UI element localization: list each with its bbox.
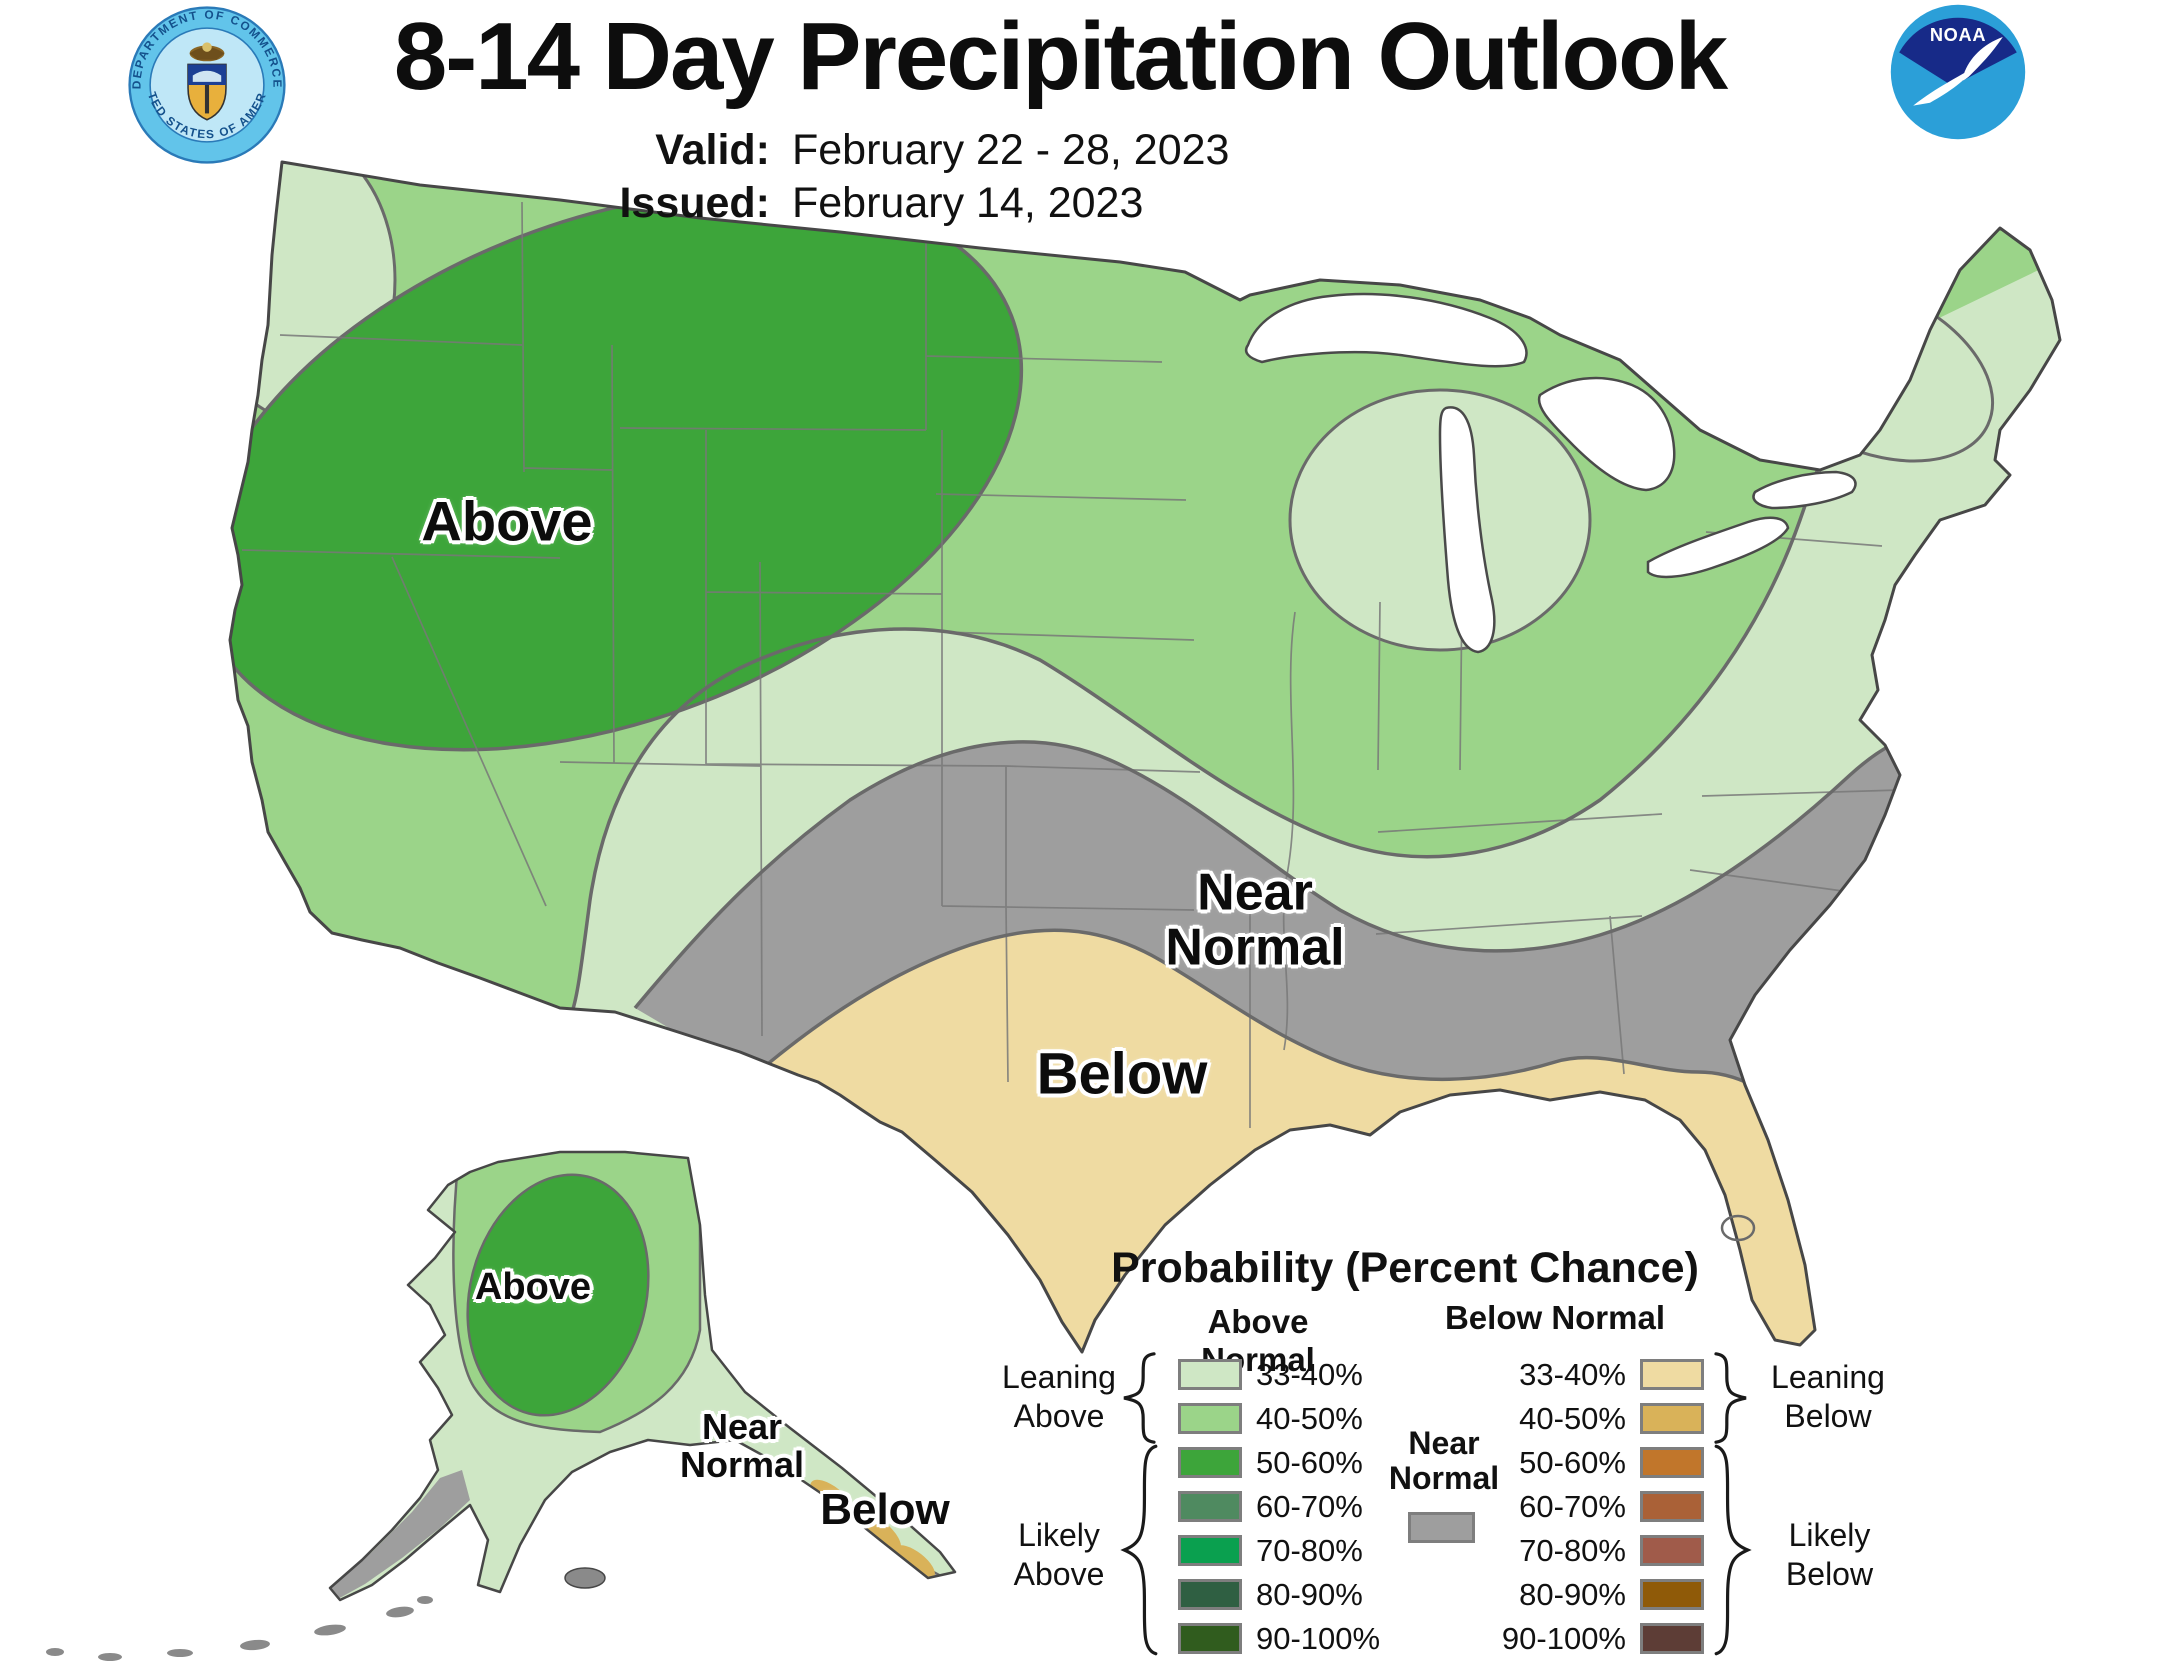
legend-swatch-near-normal bbox=[1408, 1512, 1475, 1543]
contour-40-50 bbox=[570, 318, 1936, 1013]
lake-michigan bbox=[1438, 406, 1496, 654]
brace-likely-below bbox=[1712, 1442, 1754, 1658]
valid-row: Valid: February 22 - 28, 2023 bbox=[560, 124, 1229, 177]
legend-swatch-below-90-100 bbox=[1640, 1623, 1704, 1654]
contour-below-top bbox=[756, 928, 1753, 1087]
valid-label: Valid: bbox=[655, 126, 770, 174]
conus-outline bbox=[228, 160, 2062, 1354]
noaa-logo: NOAA bbox=[1890, 4, 2026, 140]
legend-swatch-below-33-40 bbox=[1640, 1359, 1704, 1390]
validity-block: Valid: February 22 - 28, 2023 Issued: Fe… bbox=[560, 124, 1229, 230]
legend-range-below-50-60: 50-60% bbox=[1519, 1445, 1626, 1480]
conus-label-below: Below bbox=[1036, 1041, 1208, 1107]
ak-region-above-50-60 bbox=[466, 1173, 650, 1417]
conus-label-near-normal: Near Normal bbox=[1165, 863, 1345, 976]
legend-swatch-above-50-60 bbox=[1178, 1447, 1242, 1478]
legend-swatch-below-70-80 bbox=[1640, 1535, 1704, 1566]
region-near-normal bbox=[635, 735, 2000, 1085]
alaska-label-above: Above bbox=[474, 1266, 592, 1309]
noaa-logo-text: NOAA bbox=[1930, 25, 1986, 45]
legend-range-above-60-70: 60-70% bbox=[1256, 1489, 1363, 1524]
legend-below-heading: Below Normal bbox=[1444, 1299, 1666, 1336]
legend-near-normal-label: Near Normal bbox=[1388, 1425, 1500, 1497]
legend-swatch-below-60-70 bbox=[1640, 1491, 1704, 1522]
page-title: 8-14 Day Precipitation Outlook bbox=[393, 3, 1728, 110]
legend-group-leaning-below: Leaning Below bbox=[1771, 1359, 1885, 1435]
brace-likely-above bbox=[1118, 1442, 1160, 1658]
lake-huron bbox=[1537, 376, 1676, 492]
lake-ontario bbox=[1752, 470, 1857, 510]
legend-range-below-33-40: 33-40% bbox=[1519, 1357, 1626, 1392]
ak-region-near-normal-peninsula bbox=[330, 1470, 470, 1600]
legend-range-above-40-50: 40-50% bbox=[1256, 1401, 1363, 1436]
issued-label: Issued: bbox=[619, 179, 770, 227]
legend-range-above-80-90: 80-90% bbox=[1256, 1577, 1363, 1612]
legend-swatch-above-90-100 bbox=[1178, 1623, 1242, 1654]
legend-swatch-above-33-40 bbox=[1178, 1359, 1242, 1390]
legend-group-likely-below: Likely Below bbox=[1785, 1517, 1874, 1593]
valid-value: February 22 - 28, 2023 bbox=[792, 126, 1230, 174]
aleutian-islands bbox=[46, 1567, 606, 1661]
legend-range-below-60-70: 60-70% bbox=[1519, 1489, 1626, 1524]
legend-range-below-70-80: 70-80% bbox=[1519, 1533, 1626, 1568]
great-lakes bbox=[1244, 292, 1857, 654]
noaa-seagull-icon bbox=[1913, 37, 2003, 106]
lake-erie bbox=[1646, 516, 1790, 579]
legend-range-above-70-80: 70-80% bbox=[1256, 1533, 1363, 1568]
legend-range-above-33-40: 33-40% bbox=[1256, 1357, 1363, 1392]
issued-value: February 14, 2023 bbox=[792, 179, 1144, 227]
legend-swatch-below-40-50 bbox=[1640, 1403, 1704, 1434]
legend-range-above-90-100: 90-100% bbox=[1256, 1621, 1381, 1656]
alaska-label-near-normal: Near Normal bbox=[679, 1406, 805, 1485]
legend-range-above-50-60: 50-60% bbox=[1256, 1445, 1363, 1480]
legend-swatch-below-80-90 bbox=[1640, 1579, 1704, 1610]
legend-swatch-above-80-90 bbox=[1178, 1579, 1242, 1610]
alaska-label-below: Below bbox=[820, 1484, 950, 1534]
legend-group-leaning-above: Leaning Above bbox=[1002, 1359, 1116, 1435]
brace-leaning-above bbox=[1118, 1352, 1158, 1444]
legend-range-below-90-100: 90-100% bbox=[1501, 1621, 1626, 1656]
legend-swatch-below-50-60 bbox=[1640, 1447, 1704, 1478]
legend-title: Probability (Percent Chance) bbox=[1111, 1244, 1699, 1292]
department-of-commerce-seal: DEPARTMENT OF COMMERCE UNITED STATES OF … bbox=[128, 6, 286, 164]
legend-group-likely-above: Likely Above bbox=[1013, 1517, 1105, 1593]
brace-leaning-below bbox=[1712, 1352, 1752, 1444]
lake-okeechobee bbox=[1720, 1214, 1756, 1242]
seal-shield-icon bbox=[187, 63, 227, 121]
legend-range-below-40-50: 40-50% bbox=[1519, 1401, 1626, 1436]
legend-range-below-80-90: 80-90% bbox=[1519, 1577, 1626, 1612]
patch-pale-michigan bbox=[1288, 388, 1592, 652]
lake-superior bbox=[1244, 292, 1528, 368]
seal-eagle-icon bbox=[189, 42, 225, 62]
contour-near-normal-top bbox=[633, 733, 1926, 1010]
legend-swatch-above-60-70 bbox=[1178, 1491, 1242, 1522]
issued-row: Issued: February 14, 2023 bbox=[560, 177, 1229, 230]
conus-label-above: Above bbox=[421, 489, 593, 553]
legend-swatch-above-40-50 bbox=[1178, 1403, 1242, 1434]
legend-swatch-above-70-80 bbox=[1178, 1535, 1242, 1566]
alaska-outline bbox=[328, 1150, 957, 1602]
state-borders bbox=[241, 170, 1901, 1128]
